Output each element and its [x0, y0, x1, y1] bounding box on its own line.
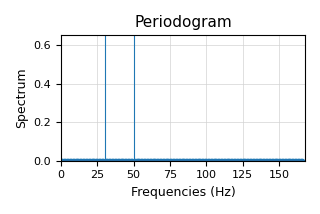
- Y-axis label: Spectrum: Spectrum: [15, 68, 28, 128]
- X-axis label: Frequencies (Hz): Frequencies (Hz): [131, 186, 236, 199]
- Title: Periodogram: Periodogram: [134, 15, 232, 30]
